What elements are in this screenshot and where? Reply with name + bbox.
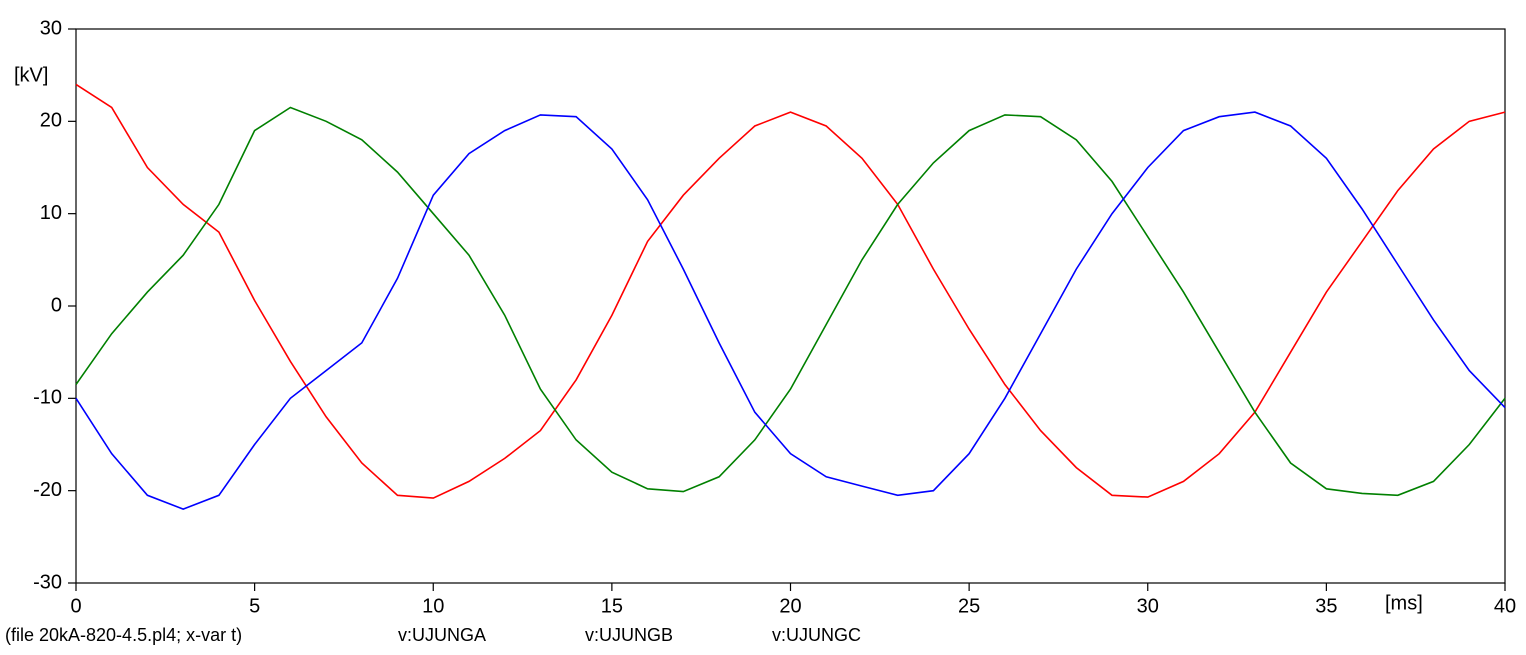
- x-tick-label: 35: [1315, 595, 1337, 617]
- y-axis-label: [kV]: [14, 64, 48, 86]
- legend-label: v:UJUNGA: [398, 625, 486, 645]
- x-tick-label: 40: [1494, 595, 1516, 617]
- footnote: (file 20kA-820-4.5.pl4; x-var t): [5, 625, 242, 645]
- x-tick-label: 25: [958, 595, 980, 617]
- x-tick-label: 15: [601, 595, 623, 617]
- series-line: [75, 83, 1506, 499]
- x-tick-label: 10: [422, 595, 444, 617]
- legend-label: v:UJUNGC: [772, 625, 861, 645]
- series-line: [75, 111, 1506, 510]
- x-tick-label: 5: [249, 595, 260, 617]
- legend-label: v:UJUNGB: [585, 625, 673, 645]
- y-tick-label: 20: [40, 110, 62, 132]
- x-tick-label: 0: [70, 595, 81, 617]
- x-axis-label: [ms]: [1385, 592, 1423, 614]
- y-tick-label: -20: [33, 479, 62, 501]
- series-line: [75, 106, 1506, 497]
- y-tick-label: 10: [40, 202, 62, 224]
- y-tick-label: 30: [40, 17, 62, 39]
- y-tick-label: -10: [33, 387, 62, 409]
- x-tick-label: 20: [779, 595, 801, 617]
- y-tick-label: 0: [51, 294, 62, 316]
- x-tick-label: 30: [1137, 595, 1159, 617]
- y-tick-label: -30: [33, 571, 62, 593]
